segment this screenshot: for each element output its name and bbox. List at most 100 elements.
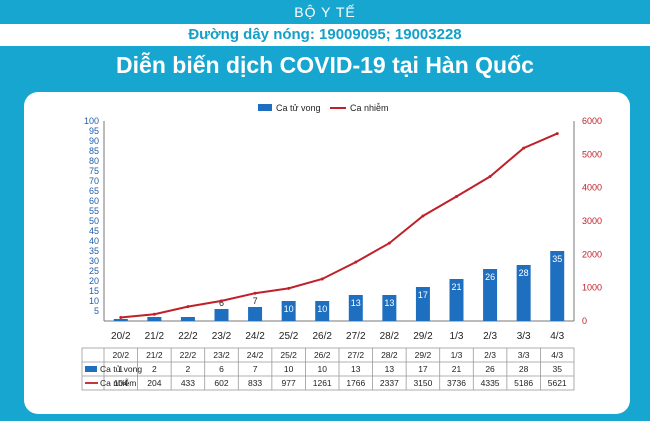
cases-point (220, 299, 223, 303)
death-bar-label: 21 (451, 282, 461, 292)
x-tick-label: 27/2 (346, 331, 366, 342)
table-header-cell: 22/2 (180, 350, 197, 360)
table-death-cell: 17 (418, 364, 428, 374)
death-bar (382, 295, 397, 321)
left-tick-label: 15 (89, 286, 99, 296)
table-cases-cell: 3150 (413, 378, 432, 388)
cases-point (253, 291, 257, 295)
left-tick-label: 35 (89, 246, 99, 256)
death-bar (214, 309, 229, 321)
death-bar-label: 17 (418, 290, 428, 300)
death-bar (550, 251, 565, 321)
table-row-label: Ca nhiễm (100, 378, 136, 388)
org-name: BỘ Y TẾ (294, 4, 356, 20)
death-bar-label: 10 (284, 304, 294, 314)
table-death-cell: 6 (219, 364, 224, 374)
table-death-cell: 1 (118, 364, 123, 374)
left-tick-label: 65 (89, 186, 99, 196)
left-tick-label: 45 (89, 226, 99, 236)
right-tick-label: 5000 (582, 149, 602, 159)
table-cases-cell: 3736 (447, 378, 466, 388)
left-tick-label: 90 (89, 136, 99, 146)
cases-line (120, 132, 558, 319)
death-bar (516, 265, 531, 321)
table-header-cell: 4/3 (551, 350, 563, 360)
table-death-cell: 13 (385, 364, 395, 374)
table-header-cell: 26/2 (314, 350, 331, 360)
right-tick-label: 1000 (582, 283, 602, 293)
table-header-cell: 3/3 (518, 350, 530, 360)
death-bar (281, 301, 296, 321)
table-header-cell: 23/2 (213, 350, 230, 360)
table-death-cell: 7 (253, 364, 258, 374)
right-tick-label: 4000 (582, 183, 602, 193)
table-death-cell: 21 (452, 364, 462, 374)
chart-title: Diễn biến dịch COVID-19 tại Hàn Quốc (116, 52, 534, 78)
left-tick-label: 40 (89, 236, 99, 246)
cases-point (354, 260, 358, 264)
table-cases-cell: 104 (114, 378, 128, 388)
table-death-cell: 26 (485, 364, 495, 374)
x-tick-label: 20/2 (111, 331, 131, 342)
table-header-cell: 28/2 (381, 350, 398, 360)
x-tick-label: 22/2 (178, 331, 198, 342)
x-tick-label: 4/3 (550, 331, 564, 342)
x-tick-label: 29/2 (413, 331, 433, 342)
cases-point (186, 305, 190, 309)
x-tick-label: 1/3 (450, 331, 464, 342)
cases-point (320, 277, 324, 281)
cases-point (555, 132, 559, 136)
cases-point (488, 175, 492, 178)
death-bar (415, 287, 430, 321)
table-header-cell: 21/2 (146, 350, 163, 360)
cases-point (287, 286, 291, 290)
data-table-border (81, 347, 575, 391)
x-tick-label: 28/2 (380, 331, 400, 342)
legend-bar-label: Ca tử vong (276, 103, 321, 113)
death-bar (449, 279, 464, 321)
table-cases-cell: 2337 (380, 378, 399, 388)
table-cases-cell: 977 (282, 378, 296, 388)
legend-line-label: Ca nhiễm (350, 103, 389, 113)
table-cases-cell: 204 (147, 378, 161, 388)
table-death-cell: 2 (186, 364, 191, 374)
table-cases-cell: 1766 (346, 378, 365, 388)
death-bar-label: 6 (219, 298, 224, 308)
right-tick-label: 3000 (582, 216, 602, 226)
left-tick-label: 100 (84, 116, 99, 126)
table-cases-cell: 5621 (548, 378, 567, 388)
hotline-banner: Đường dây nóng: 19009095; 19003228 (0, 24, 650, 46)
table-header-cell: 29/2 (415, 350, 432, 360)
left-tick-label: 10 (89, 296, 99, 306)
death-bar (315, 301, 330, 321)
cases-point (421, 214, 425, 218)
table-death-cell: 35 (552, 364, 562, 374)
left-tick-label: 55 (89, 206, 99, 216)
table-cases-cell: 602 (214, 378, 228, 388)
x-tick-label: 2/3 (483, 331, 497, 342)
table-bar-swatch (85, 366, 97, 372)
x-tick-label: 23/2 (212, 331, 232, 342)
legend-bar-swatch (258, 104, 272, 111)
table-header-cell: 20/2 (113, 350, 130, 360)
table-row-label: Ca tử vong (100, 364, 142, 374)
table-cases-cell: 5186 (514, 378, 533, 388)
cases-point (152, 312, 156, 316)
x-tick-label: 3/3 (517, 331, 531, 342)
left-tick-label: 20 (89, 276, 99, 286)
x-tick-label: 26/2 (312, 331, 332, 342)
table-death-cell: 28 (519, 364, 529, 374)
death-bar-label: 13 (351, 298, 361, 308)
x-tick-label: 25/2 (279, 331, 299, 342)
death-bar (113, 319, 128, 321)
table-header-cell: 2/3 (484, 350, 496, 360)
death-bar-label: 26 (485, 272, 495, 282)
left-tick-label: 25 (89, 266, 99, 276)
death-bar (180, 317, 195, 321)
death-bar (348, 295, 363, 321)
left-tick-label: 80 (89, 156, 99, 166)
table-cases-cell: 833 (248, 378, 262, 388)
death-bar (483, 269, 498, 321)
death-bar (147, 317, 162, 321)
